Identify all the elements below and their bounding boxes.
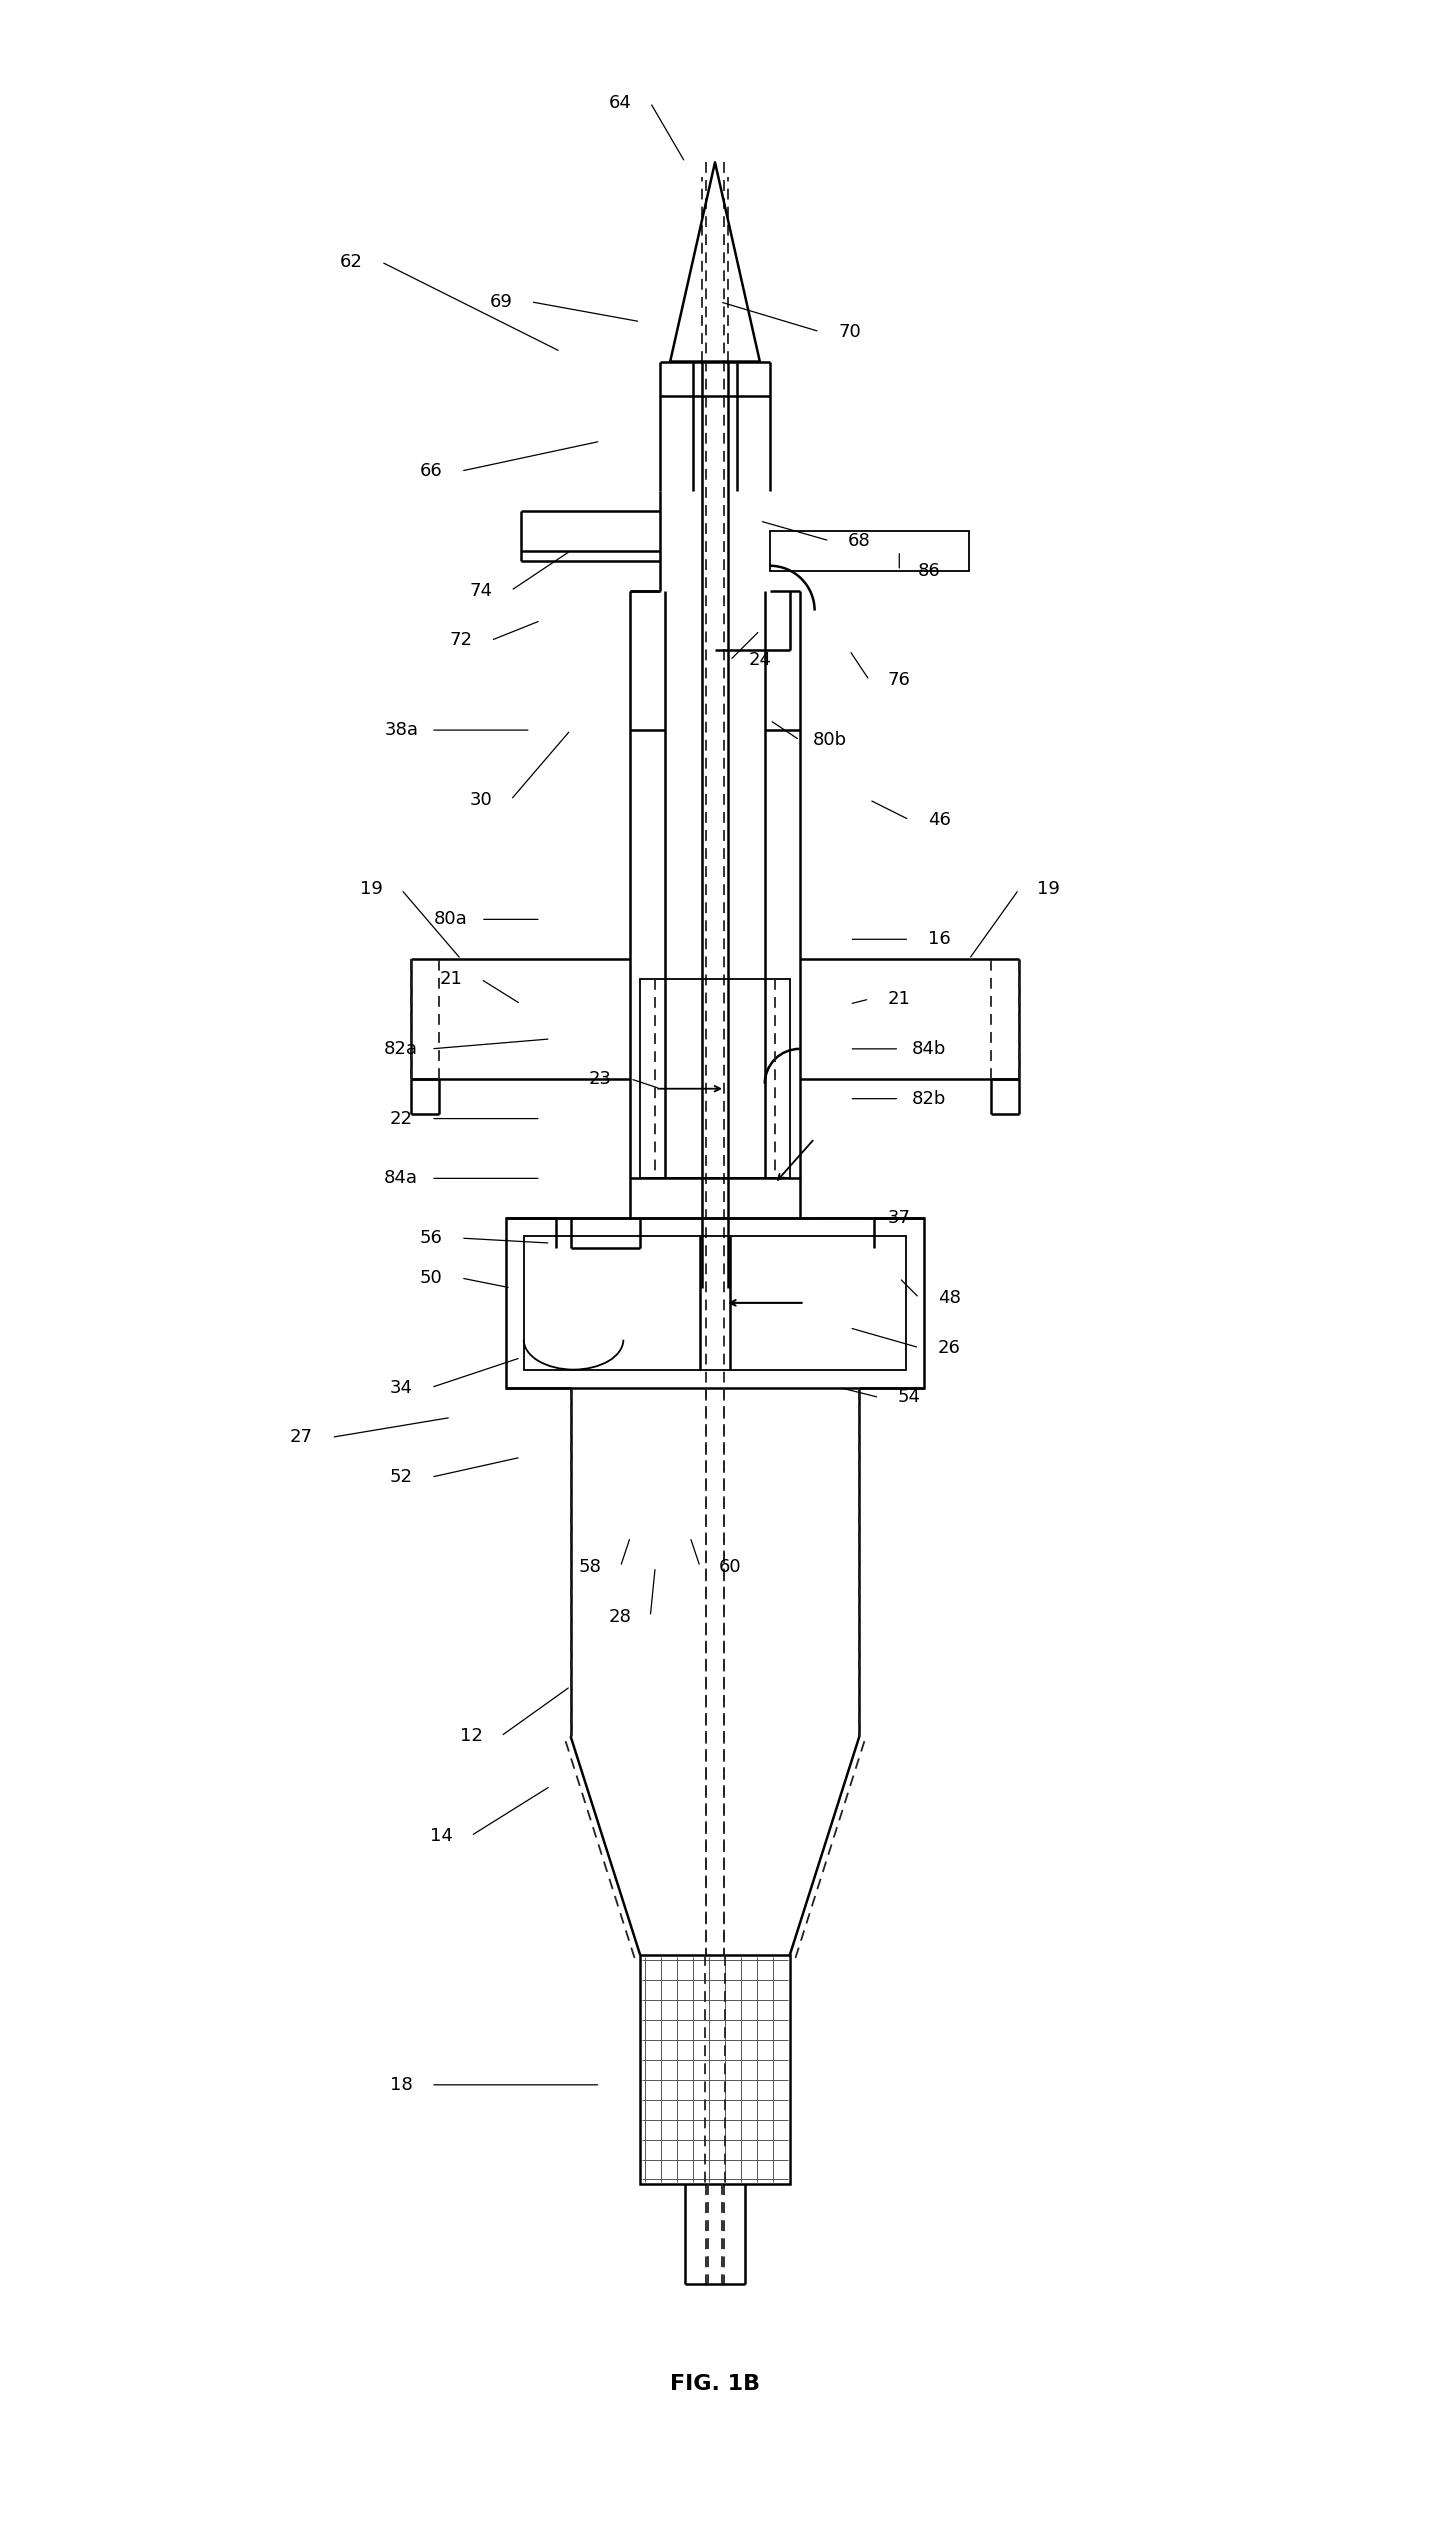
Text: 86: 86	[917, 561, 940, 579]
Text: 70: 70	[839, 322, 861, 340]
Text: 80b: 80b	[813, 731, 847, 749]
Text: 72: 72	[449, 632, 472, 650]
Bar	[524, 1236, 906, 1371]
Polygon shape	[670, 162, 760, 360]
Text: 21: 21	[887, 990, 910, 1008]
Text: 76: 76	[887, 670, 910, 690]
Bar	[640, 980, 790, 1178]
Text: 21: 21	[439, 970, 462, 987]
Text: 82a: 82a	[385, 1041, 418, 1058]
Text: 16: 16	[927, 931, 950, 949]
Bar	[640, 1954, 790, 2185]
Text: 62: 62	[341, 254, 363, 272]
Text: 23: 23	[590, 1068, 612, 1089]
Text: 69: 69	[489, 292, 512, 310]
Text: 56: 56	[419, 1228, 442, 1246]
Text: 14: 14	[429, 1827, 452, 1845]
Bar	[505, 1218, 924, 1388]
Text: 52: 52	[389, 1467, 412, 1487]
Text: 34: 34	[389, 1378, 412, 1396]
Bar	[770, 530, 969, 571]
Text: 12: 12	[459, 1728, 482, 1746]
Text: 19: 19	[361, 881, 382, 898]
Text: 37: 37	[887, 1208, 910, 1228]
Text: 46: 46	[927, 810, 950, 830]
Text: FIG. 1B: FIG. 1B	[670, 2373, 760, 2393]
Text: 74: 74	[469, 581, 492, 599]
Text: 27: 27	[290, 1429, 313, 1447]
Text: 60: 60	[718, 1558, 741, 1576]
Text: 26: 26	[937, 1338, 960, 1358]
Text: 24: 24	[748, 652, 771, 670]
Text: 19: 19	[1037, 881, 1060, 898]
Text: 84b: 84b	[912, 1041, 946, 1058]
Text: 64: 64	[610, 94, 633, 112]
Bar	[630, 1178, 800, 1218]
Text: 48: 48	[937, 1289, 960, 1307]
Text: 18: 18	[389, 2076, 412, 2094]
Text: 50: 50	[419, 1269, 442, 1287]
Text: 22: 22	[389, 1109, 412, 1127]
Text: 30: 30	[469, 792, 492, 810]
Text: 54: 54	[897, 1388, 920, 1406]
Text: 68: 68	[849, 533, 871, 551]
Text: 82b: 82b	[912, 1089, 946, 1107]
Text: 84a: 84a	[385, 1170, 418, 1188]
Text: 80a: 80a	[434, 911, 468, 929]
Text: 66: 66	[419, 462, 442, 480]
Text: 58: 58	[580, 1558, 602, 1576]
Text: 38a: 38a	[385, 721, 418, 739]
Text: 28: 28	[610, 1607, 633, 1627]
